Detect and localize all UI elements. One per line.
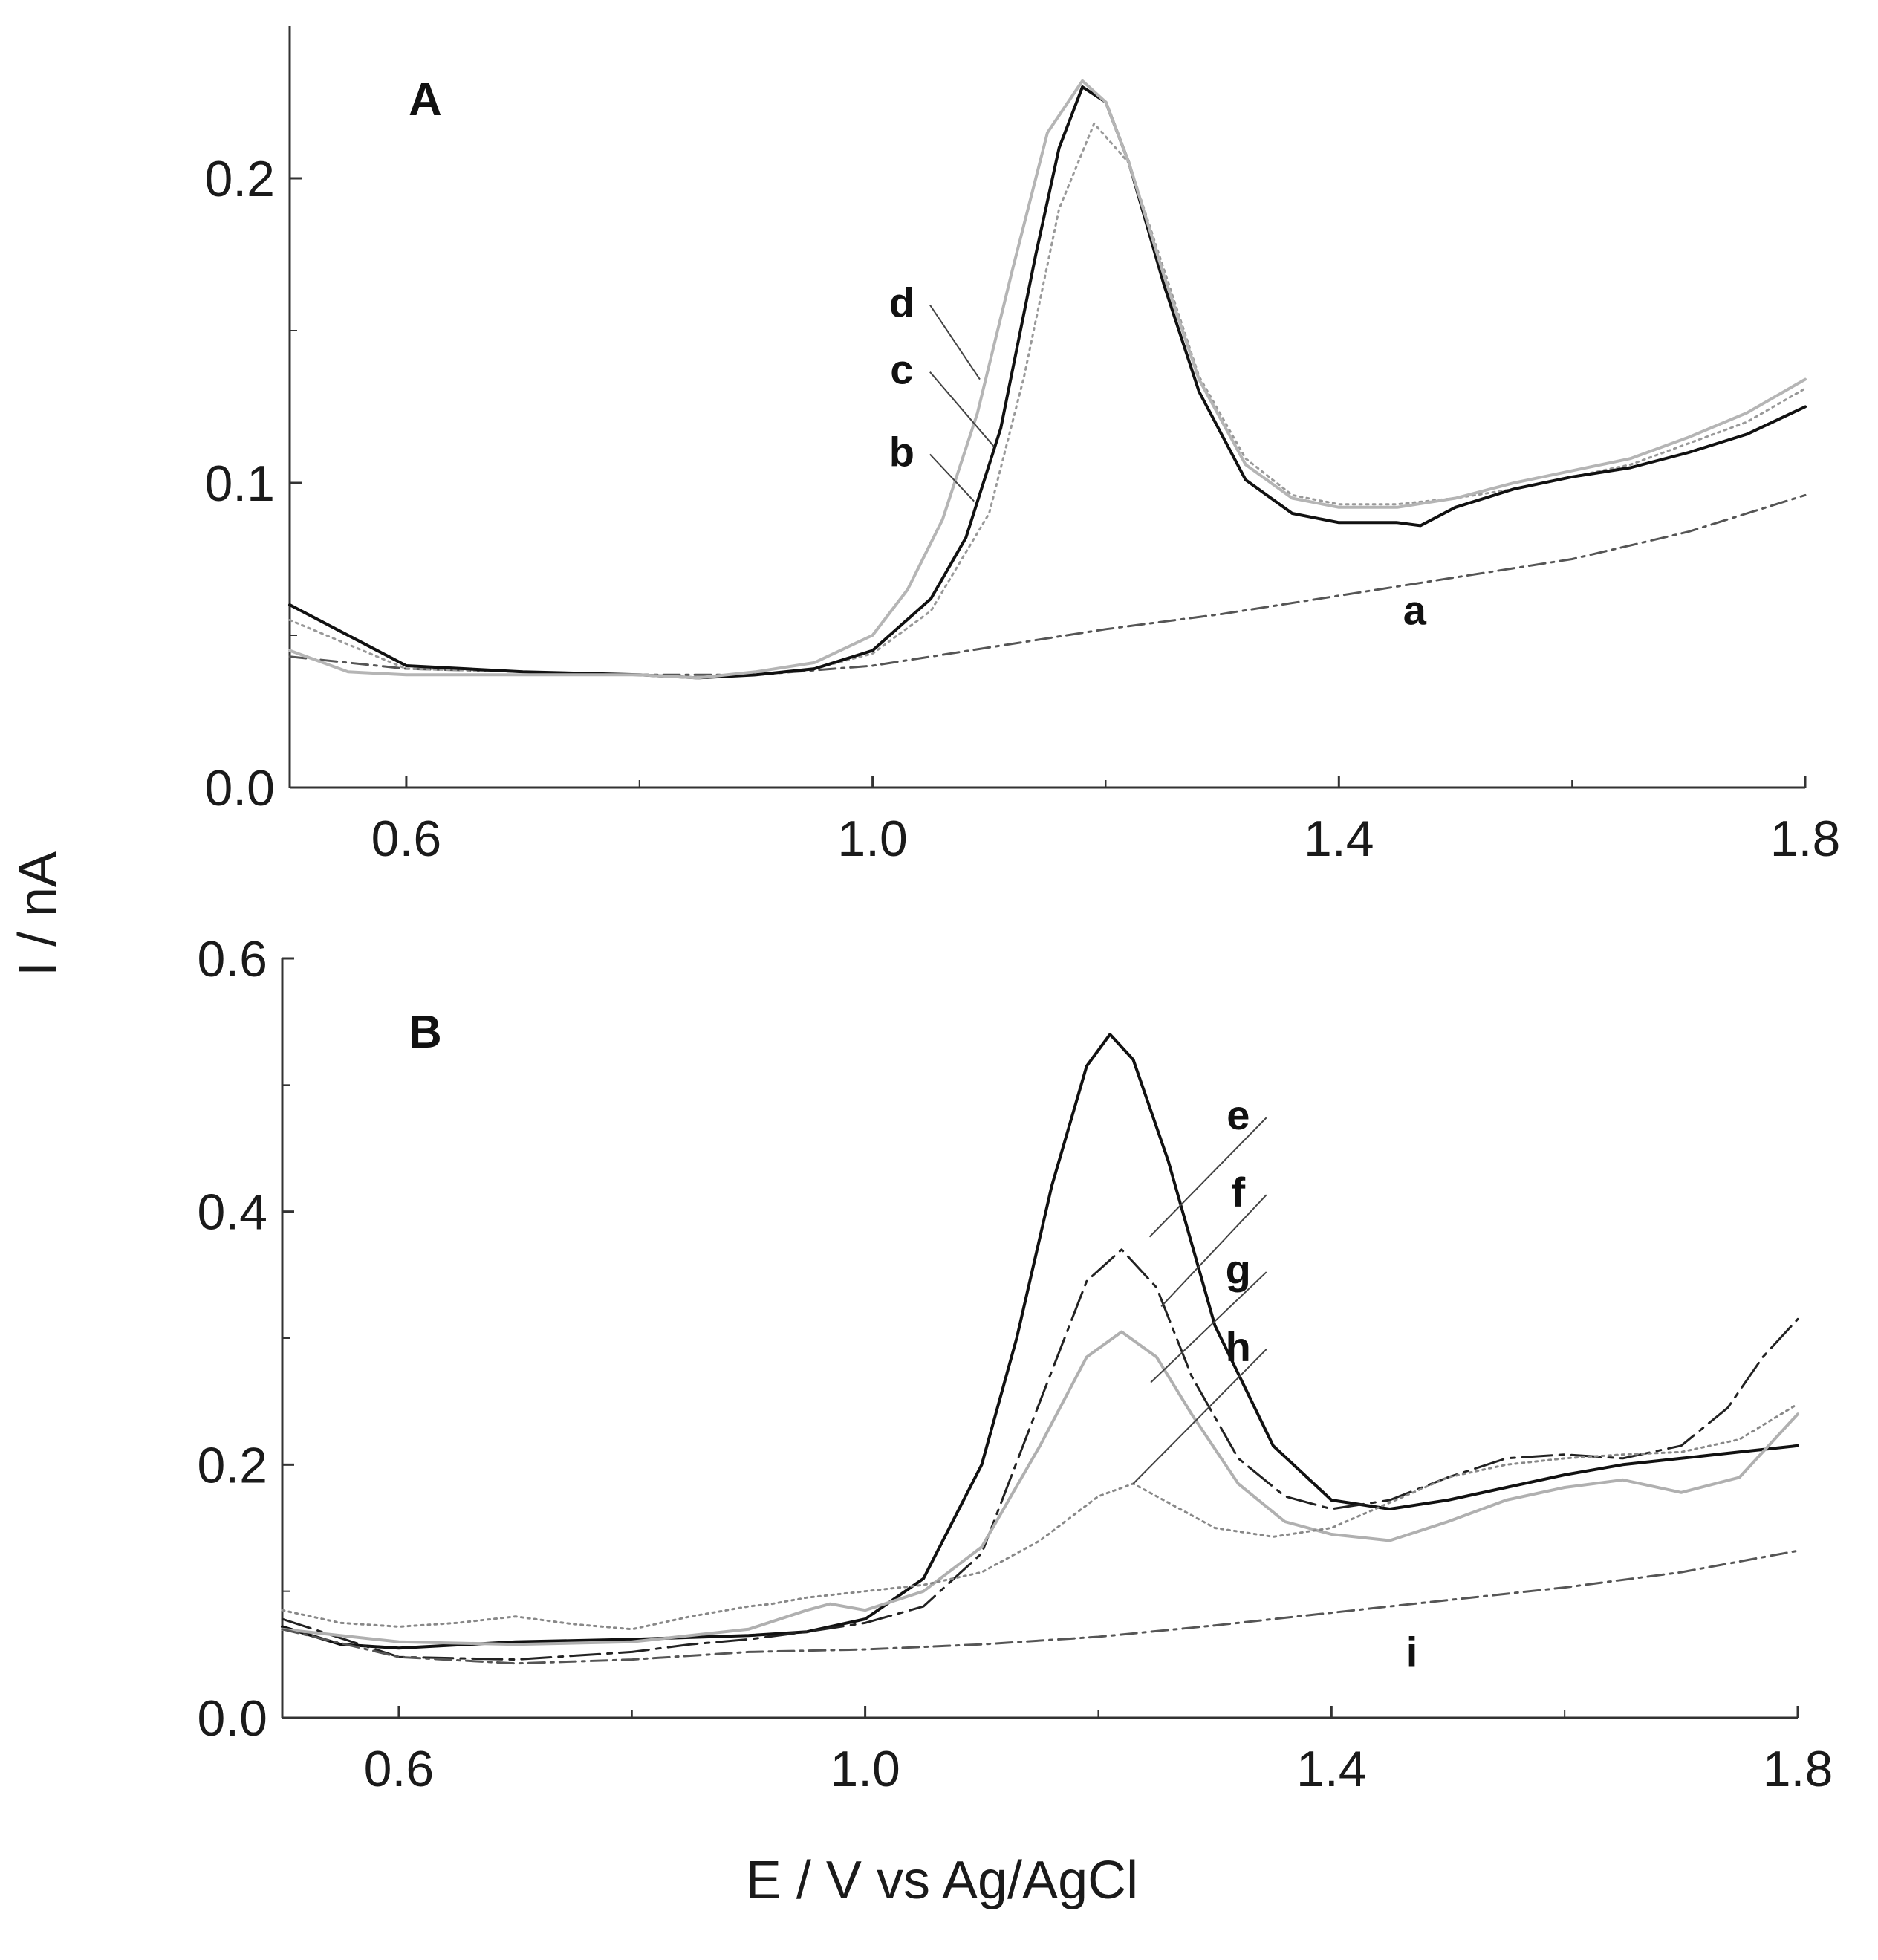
panel-b-x-tick-label: 0.6: [364, 1741, 435, 1797]
series-f-line: [281, 1248, 1799, 1661]
panel-a-x-tick-label: 1.0: [837, 811, 908, 867]
series-h-line: [281, 1403, 1799, 1631]
panel-a-label: A: [409, 74, 442, 126]
x-axis-title: E / V vs Ag/AgCl: [746, 1851, 1138, 1910]
curve-label-c: c: [890, 346, 913, 393]
curve-label-leader-e: [1148, 1117, 1267, 1238]
curve-label-h: h: [1226, 1323, 1251, 1370]
curve-label-leader-b: [929, 453, 975, 502]
panel-b-x-tick-label: 1.4: [1296, 1741, 1367, 1797]
panel-b-y-tick-label: 0.2: [197, 1437, 267, 1493]
panel-a-y-tick-label: 0.2: [204, 151, 275, 207]
panel-a: 0.6 1.0 1.4 1.8 0.0 0.1 0.2 dcb a A: [204, 26, 1840, 867]
panel-b-x-tick-label: 1.8: [1763, 1741, 1833, 1797]
panel-b-y-tick-label: 0.6: [197, 931, 267, 987]
curve-label-leader-f: [1160, 1194, 1267, 1308]
panel-b-x-tick-label: 1.0: [830, 1741, 900, 1797]
panel-b-y-tick-label: 0.4: [197, 1184, 267, 1241]
panel-a-x-tick-label: 0.6: [371, 811, 442, 867]
y-axis-title: I / nA: [8, 851, 68, 976]
curve-label-d: d: [889, 279, 914, 326]
panel-b-y-tick-label: 0.0: [197, 1690, 267, 1747]
curve-label-leader-g: [1150, 1271, 1267, 1383]
series-d-line: [288, 79, 1807, 680]
curve-label-i: i: [1406, 1628, 1418, 1675]
panel-a-x-tick-label: 1.4: [1304, 811, 1374, 867]
curve-label-leader-c: [929, 371, 995, 447]
curve-label-e: e: [1226, 1091, 1250, 1138]
panel-a-x-tick-label: 1.8: [1770, 811, 1841, 867]
curve-label-a: a: [1403, 587, 1427, 634]
curve-label-f: f: [1231, 1169, 1245, 1216]
curve-label-g: g: [1226, 1246, 1251, 1293]
series-i-line: [281, 1549, 1799, 1665]
curve-label-b: b: [889, 428, 914, 475]
curve-label-leader-h: [1132, 1349, 1267, 1484]
panel-b-label: B: [409, 1007, 442, 1058]
series-g-line: [281, 1330, 1799, 1646]
panel-a-y-tick-label: 0.0: [204, 760, 275, 817]
panel-a-y-tick-label: 0.1: [204, 455, 275, 512]
curve-label-leader-d: [929, 304, 981, 380]
